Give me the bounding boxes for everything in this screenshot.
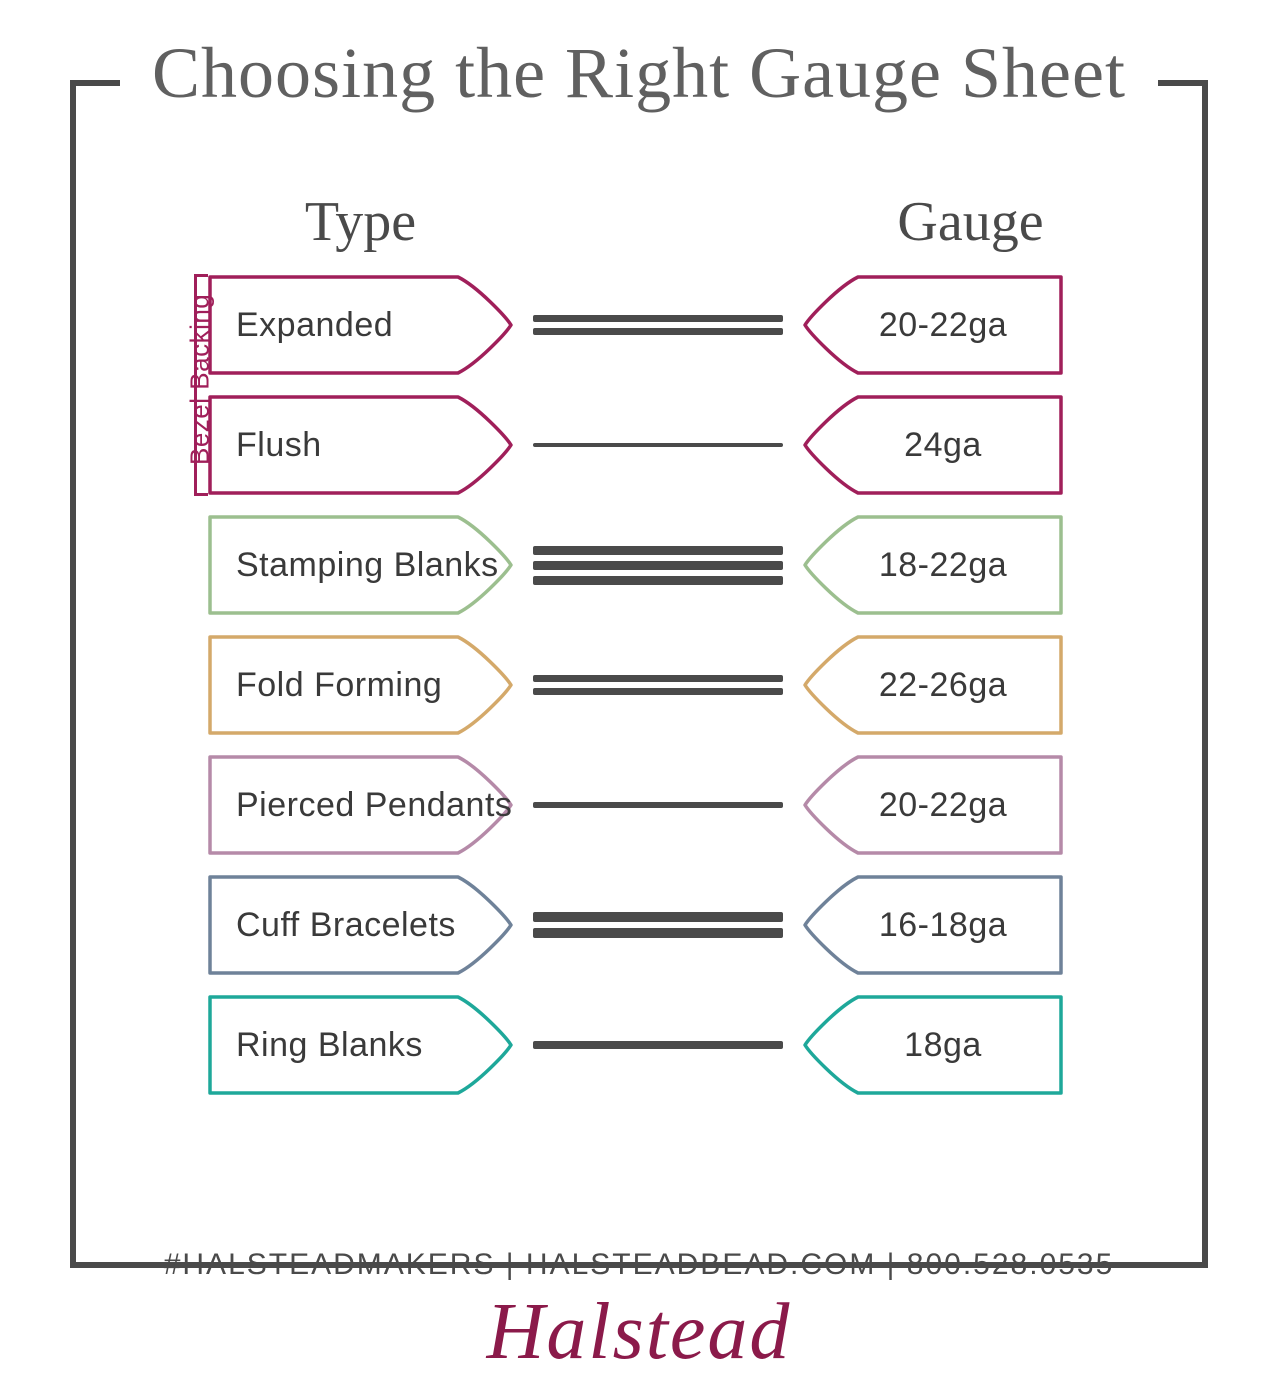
thickness-line [533, 576, 783, 585]
type-tag: Cuff Bracelets [208, 875, 513, 975]
type-tag: Ring Blanks [208, 995, 513, 1095]
gauge-label: 18ga [803, 1026, 1063, 1065]
thickness-line [533, 688, 783, 695]
gauge-tag: 16-18ga [803, 875, 1063, 975]
type-tag: Fold Forming [208, 635, 513, 735]
content-area: Type Gauge Bezel Backing Expanded 20-22g… [160, 190, 1138, 1114]
frame-bottom-bar: #HALSTEADMAKERS | HALSTEADBEAD.COM | 800… [70, 1262, 1208, 1268]
gauge-tag: 24ga [803, 395, 1063, 495]
halstead-logo: Halstead [0, 1287, 1278, 1378]
gauge-tag: 22-26ga [803, 635, 1063, 735]
gauge-label: 24ga [803, 426, 1063, 465]
type-tag: Stamping Blanks [208, 515, 513, 615]
rows-container: Bezel Backing Expanded 20-22ga Flush 24g… [160, 274, 1138, 1096]
gauge-row: Expanded 20-22ga [208, 274, 1138, 376]
type-label: Fold Forming [208, 666, 442, 705]
gauge-row: Flush 24ga [208, 394, 1138, 496]
gauge-row: Cuff Bracelets 16-18ga [208, 874, 1138, 976]
gauge-tag: 18-22ga [803, 515, 1063, 615]
thickness-line [533, 561, 783, 570]
type-label: Pierced Pendants [208, 786, 512, 825]
type-tag: Flush [208, 395, 513, 495]
type-label: Flush [208, 426, 322, 465]
gauge-label: 16-18ga [803, 906, 1063, 945]
gauge-row: Stamping Blanks 18-22ga [208, 514, 1138, 616]
thickness-indicator [513, 675, 803, 695]
footer-text: #HALSTEADMAKERS | HALSTEADBEAD.COM | 800… [140, 1248, 1139, 1282]
gauge-row: Pierced Pendants 20-22ga [208, 754, 1138, 856]
gauge-row: Ring Blanks 18ga [208, 994, 1138, 1096]
thickness-line [533, 546, 783, 555]
frame-top-bar: Choosing the Right Gauge Sheet [70, 80, 1208, 86]
type-label: Expanded [208, 306, 393, 345]
page-title: Choosing the Right Gauge Sheet [120, 32, 1158, 115]
gauge-label: 22-26ga [803, 666, 1063, 705]
thickness-line [533, 802, 783, 808]
header-gauge: Gauge [803, 190, 1138, 254]
thickness-indicator [513, 802, 803, 808]
type-label: Stamping Blanks [208, 546, 499, 585]
thickness-indicator [513, 546, 803, 585]
thickness-line [533, 928, 783, 938]
gauge-label: 20-22ga [803, 786, 1063, 825]
thickness-line [533, 675, 783, 682]
gauge-label: 20-22ga [803, 306, 1063, 345]
bezel-bracket: Bezel Backing [160, 274, 202, 496]
type-tag: Pierced Pendants [208, 755, 513, 855]
thickness-indicator [513, 1041, 803, 1049]
column-headers: Type Gauge [160, 190, 1138, 254]
header-type: Type [208, 190, 513, 254]
thickness-line [533, 315, 783, 322]
thickness-indicator [513, 912, 803, 938]
thickness-line [533, 912, 783, 922]
gauge-tag: 20-22ga [803, 755, 1063, 855]
gauge-label: 18-22ga [803, 546, 1063, 585]
gauge-tag: 20-22ga [803, 275, 1063, 375]
gauge-row: Fold Forming 22-26ga [208, 634, 1138, 736]
gauge-tag: 18ga [803, 995, 1063, 1095]
type-label: Ring Blanks [208, 1026, 423, 1065]
thickness-line [533, 328, 783, 335]
thickness-line [533, 443, 783, 447]
thickness-indicator [513, 443, 803, 447]
thickness-line [533, 1041, 783, 1049]
type-tag: Expanded [208, 275, 513, 375]
thickness-indicator [513, 315, 803, 335]
type-label: Cuff Bracelets [208, 906, 456, 945]
